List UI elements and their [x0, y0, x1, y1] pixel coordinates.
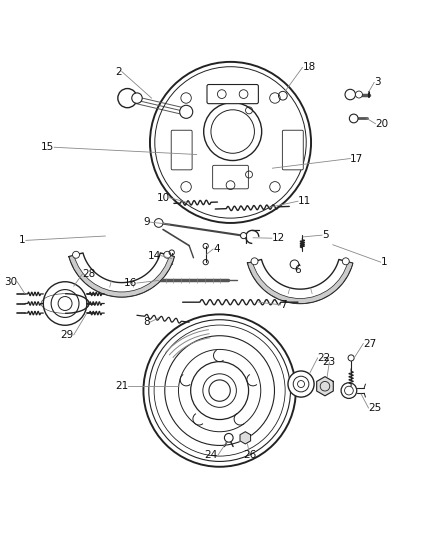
Circle shape [204, 102, 261, 160]
Text: 4: 4 [213, 244, 220, 254]
Text: 21: 21 [115, 381, 128, 391]
Circle shape [178, 350, 261, 432]
Polygon shape [240, 432, 251, 444]
Text: 30: 30 [4, 277, 17, 287]
Circle shape [51, 289, 79, 318]
Circle shape [224, 433, 233, 442]
Circle shape [191, 361, 249, 419]
Circle shape [251, 258, 258, 265]
Text: 16: 16 [124, 278, 137, 288]
Circle shape [240, 232, 247, 239]
Circle shape [132, 93, 142, 103]
Text: 18: 18 [303, 62, 316, 72]
Text: 7: 7 [281, 300, 287, 310]
Circle shape [209, 380, 230, 401]
Text: 27: 27 [363, 338, 377, 349]
Polygon shape [317, 377, 333, 396]
Text: 29: 29 [60, 330, 74, 340]
Circle shape [203, 374, 237, 407]
Circle shape [350, 114, 358, 123]
Circle shape [288, 371, 314, 397]
Circle shape [58, 296, 72, 310]
Text: 28: 28 [82, 269, 96, 279]
FancyBboxPatch shape [213, 165, 248, 189]
Circle shape [43, 282, 87, 325]
Text: 24: 24 [205, 450, 218, 460]
Text: 20: 20 [375, 119, 389, 128]
Text: 8: 8 [143, 317, 150, 327]
Text: 23: 23 [323, 357, 336, 367]
Circle shape [343, 258, 349, 265]
Circle shape [348, 355, 354, 361]
Text: 11: 11 [298, 196, 311, 206]
Text: 9: 9 [143, 217, 150, 227]
Text: 10: 10 [156, 193, 170, 203]
Text: 1: 1 [19, 236, 26, 245]
Wedge shape [247, 262, 353, 303]
Text: 3: 3 [374, 77, 381, 87]
Text: 6: 6 [295, 265, 301, 275]
Text: 22: 22 [318, 353, 331, 363]
Circle shape [150, 62, 311, 223]
Polygon shape [247, 260, 353, 303]
Text: 2: 2 [115, 67, 122, 77]
Circle shape [154, 219, 163, 227]
Text: 17: 17 [350, 154, 364, 164]
Text: 1: 1 [381, 257, 387, 267]
Wedge shape [69, 255, 174, 297]
Circle shape [164, 251, 171, 259]
Circle shape [356, 91, 362, 98]
Polygon shape [69, 253, 174, 297]
Text: 12: 12 [272, 233, 285, 243]
Text: 15: 15 [41, 142, 54, 152]
Circle shape [143, 314, 296, 467]
Circle shape [341, 383, 357, 398]
Circle shape [345, 90, 356, 100]
Circle shape [118, 88, 137, 108]
Circle shape [180, 106, 193, 118]
Text: 14: 14 [148, 251, 161, 261]
Text: 26: 26 [243, 450, 256, 460]
FancyBboxPatch shape [207, 85, 258, 104]
Text: 25: 25 [368, 403, 382, 413]
Circle shape [73, 251, 80, 259]
FancyBboxPatch shape [171, 130, 192, 170]
Circle shape [290, 260, 299, 269]
Text: 5: 5 [322, 230, 328, 240]
FancyBboxPatch shape [283, 130, 303, 170]
